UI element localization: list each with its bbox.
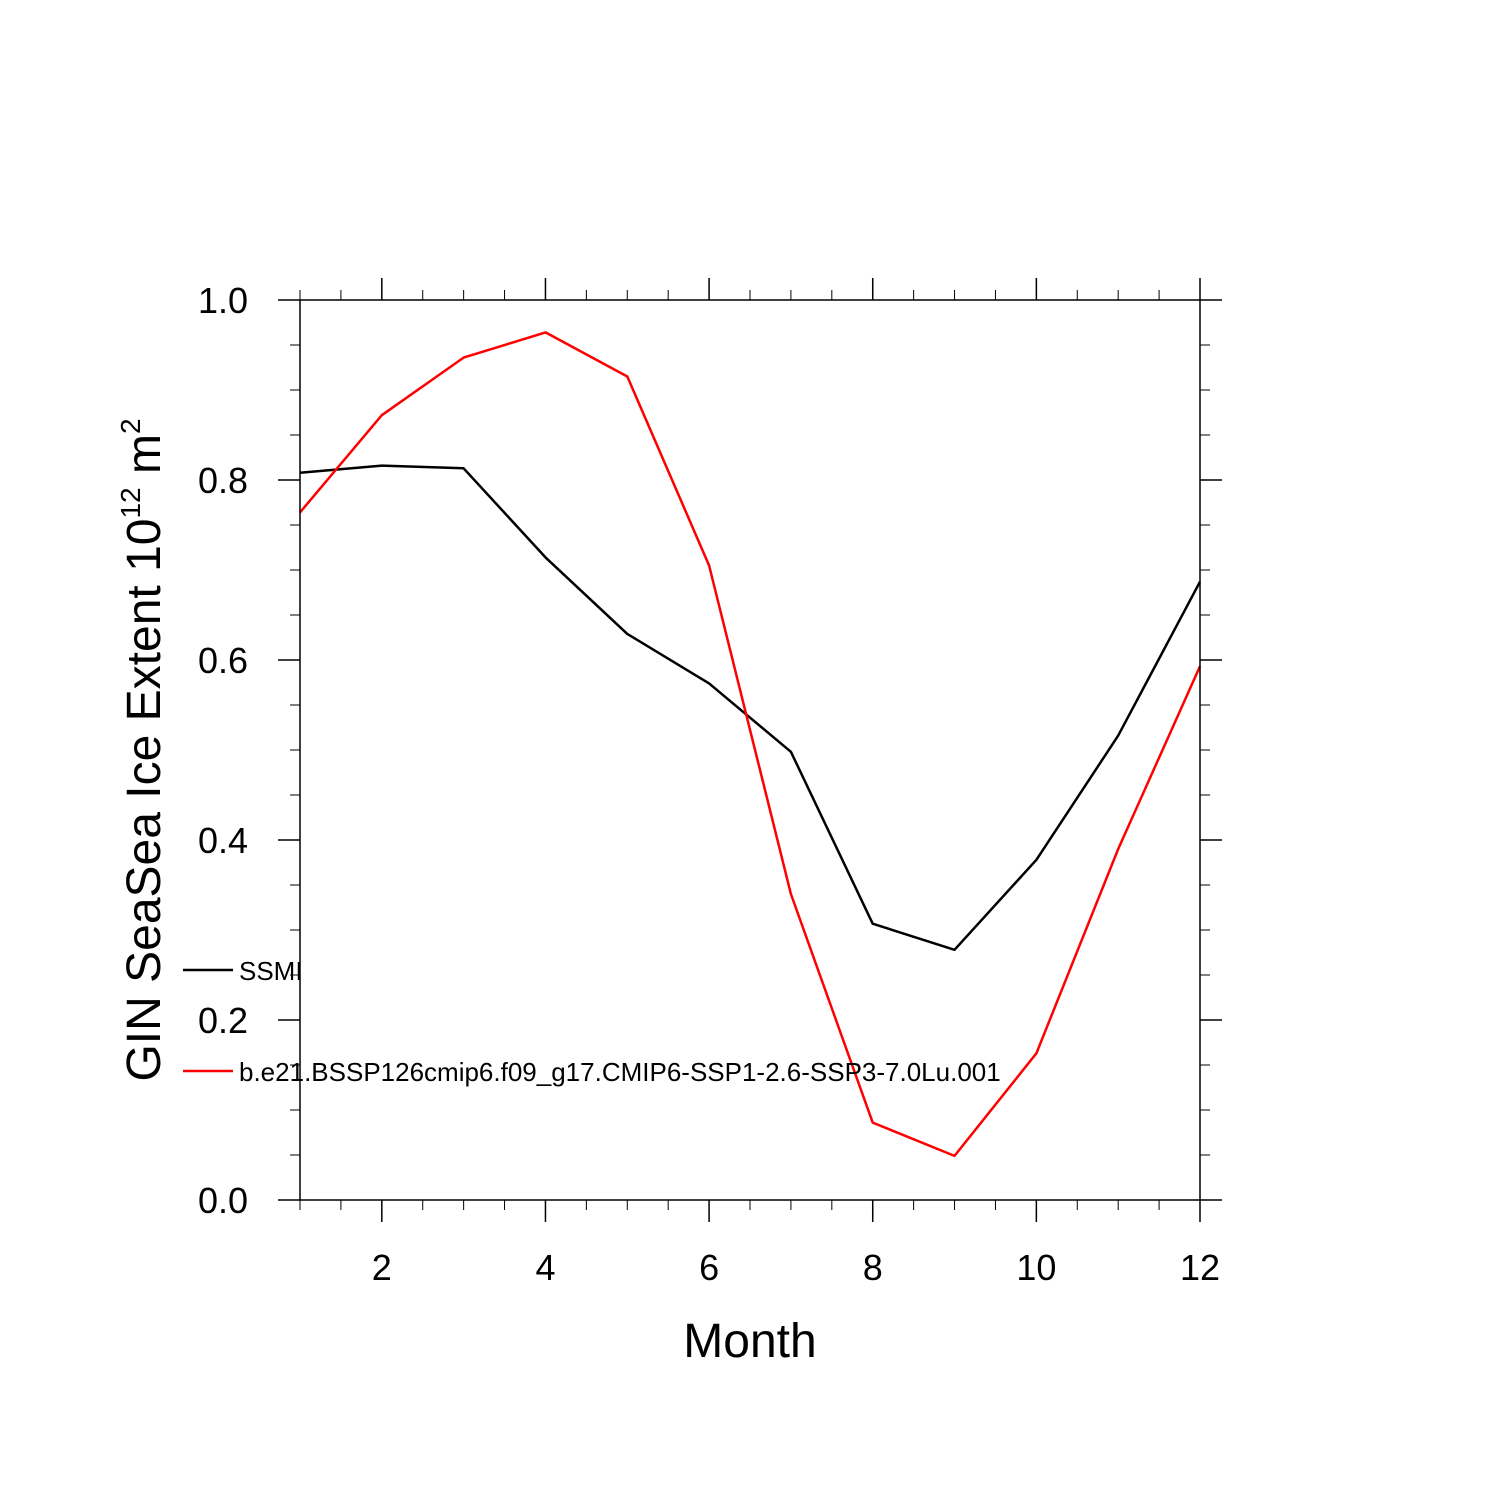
y-tick-label: 0.6	[198, 640, 248, 681]
y-tick-label: 1.0	[198, 280, 248, 321]
x-tick-label: 12	[1180, 1247, 1220, 1288]
y-tick-label: 0.4	[198, 820, 248, 861]
y-axis-title-unit: m	[118, 434, 171, 487]
x-tick-label: 8	[863, 1247, 883, 1288]
x-tick-label: 10	[1016, 1247, 1056, 1288]
legend: SSMI b.e21.BSSP126cmip6.f09_g17.CMIP6-SS…	[183, 956, 1001, 1087]
major-ticks	[278, 278, 1222, 1222]
plot-frame	[299, 299, 1201, 1201]
y-axis-title-main: GIN SeaSea Ice Extent 10	[118, 519, 171, 1082]
legend-label-model: b.e21.BSSP126cmip6.f09_g17.CMIP6-SSP1-2.…	[239, 1057, 1001, 1087]
minor-ticks	[290, 290, 1210, 1210]
series-lines	[299, 331, 1202, 1158]
y-axis-title-unit-exponent: 2	[115, 418, 146, 434]
y-tick-label: 0.8	[198, 460, 248, 501]
series-line-1	[299, 331, 1202, 1158]
y-tick-label: 0.0	[198, 1180, 248, 1221]
x-tick-labels: 2 4 6 8 10 12	[372, 1247, 1220, 1288]
y-axis-title-exponent: 12	[115, 487, 146, 518]
x-tick-label: 2	[372, 1247, 392, 1288]
y-tick-labels: 0.0 0.2 0.4 0.6 0.8 1.0	[198, 280, 248, 1221]
y-tick-label: 0.2	[198, 1000, 248, 1041]
x-axis-title: Month	[683, 1315, 816, 1368]
series-line-0	[299, 464, 1202, 952]
x-tick-label: 6	[699, 1247, 719, 1288]
legend-label-ssmi: SSMI	[239, 956, 303, 986]
x-tick-label: 4	[535, 1247, 555, 1288]
y-axis-title: GIN SeaSea Ice Extent 1012 m2	[115, 418, 171, 1081]
